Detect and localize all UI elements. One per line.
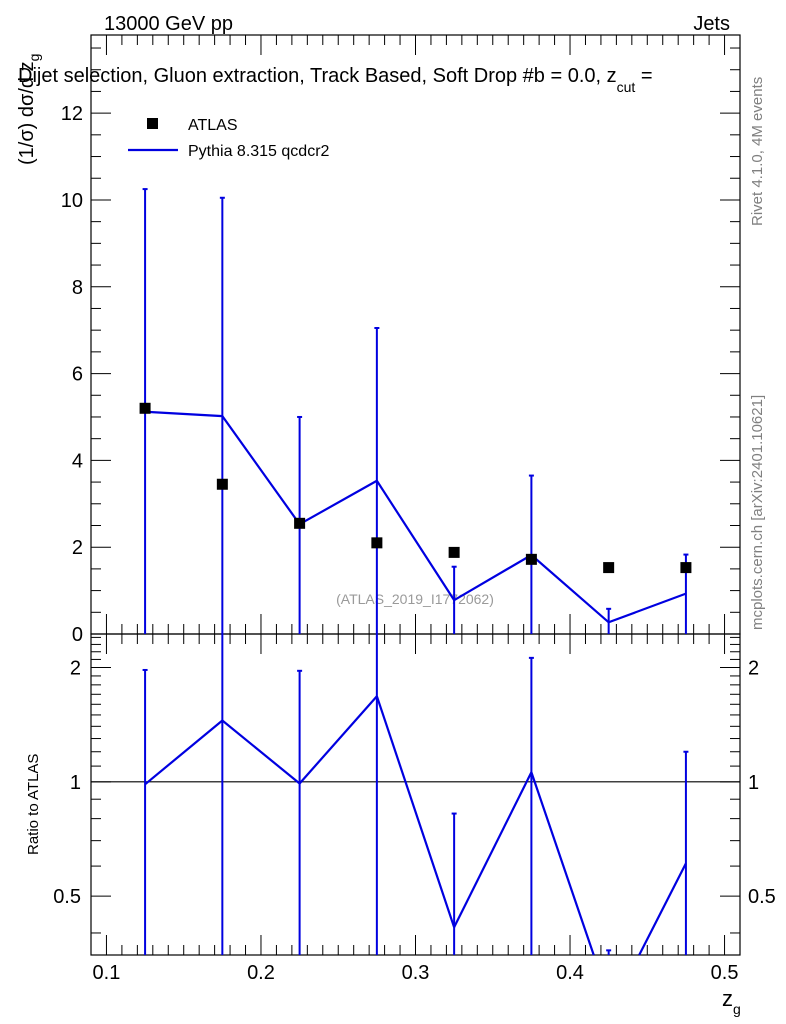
ratio-mc-line-segment (375, 695, 456, 928)
ratio-mc-line-segment (221, 719, 301, 785)
main-y-axis-label-sub: g (26, 54, 42, 62)
main-y-tick-label: 10 (61, 190, 83, 212)
main-y-tick-label: 8 (72, 277, 83, 299)
energy-label: 13000 GeV pp (104, 13, 233, 35)
ratio-y-tick-label-left: 1 (70, 772, 81, 794)
main-y-tick-label: 6 (72, 364, 83, 386)
ratio-y-tick-label-right: 2 (748, 657, 759, 679)
data-point (680, 562, 692, 574)
x-axis-label-sub: g (733, 1001, 741, 1017)
ratio-mc-line-segment (530, 771, 595, 956)
data-point (603, 562, 615, 574)
x-tick-label: 0.3 (402, 962, 430, 984)
x-tick-label: 0.2 (247, 962, 275, 984)
ratio-mc-line-group (144, 695, 687, 956)
plot-title-tail: = (635, 65, 652, 87)
main-mc-line-group (145, 410, 687, 624)
x-axis-label: zg (722, 986, 741, 1017)
ratio-y-ticks: 0.5 0.5 1 1 2 2 (53, 636, 776, 934)
mcplots-label: mcplots.cern.ch [arXiv:2401.10621] (749, 395, 766, 630)
x-ticks: 0.1 0.2 0.3 0.4 0.5 (90, 35, 741, 984)
legend-data-label: ATLAS (188, 117, 238, 134)
main-y-tick-label: 0 (72, 624, 83, 646)
ratio-y-axis-label: Ratio to ATLAS (25, 754, 42, 855)
rivet-label: Rivet 4.1.0, 4M events (749, 77, 766, 226)
ratio-y-tick-label-left: 0.5 (53, 886, 81, 908)
main-data-points (139, 402, 692, 574)
ratio-mc-line-segment (453, 771, 533, 928)
data-point (371, 537, 383, 549)
data-point (139, 402, 151, 414)
x-axis-label-text: z (722, 986, 733, 1011)
data-point (216, 478, 228, 490)
main-y-ticks: 0 2 4 6 8 10 12 (61, 47, 740, 646)
plot-title-main: Dijet selection, Gluon extraction, Track… (18, 65, 617, 87)
analysis-watermark: (ATLAS_2019_I1772062) (336, 591, 494, 607)
legend-data-marker (147, 118, 158, 129)
ratio-panel-frame (90, 633, 741, 956)
ratio-mc-line-segment (298, 695, 378, 785)
ratio-y-tick-label-right: 0.5 (748, 886, 776, 908)
plot-title: Dijet selection, Gluon extraction, Track… (18, 65, 653, 95)
plot-title-sub: cut (617, 79, 636, 95)
ratio-mc-line-segment (144, 719, 224, 786)
data-point (448, 546, 460, 558)
data-point (294, 517, 306, 529)
channel-label: Jets (693, 13, 730, 35)
main-y-axis-label: (1/σ) dσ/d zg (16, 54, 42, 165)
main-y-tick-label: 12 (61, 103, 83, 125)
legend-mc-label: Pythia 8.315 qcdcr2 (188, 143, 330, 160)
x-tick-label: 0.5 (711, 962, 739, 984)
ratio-mc-error-bars (142, 634, 689, 955)
ratio-mc-line-segment (638, 862, 687, 956)
main-y-tick-label: 4 (72, 450, 83, 472)
ratio-y-tick-label-right: 1 (748, 772, 759, 794)
x-tick-label: 0.4 (556, 962, 584, 984)
ratio-y-tick-label-left: 2 (70, 657, 81, 679)
data-point (525, 553, 537, 565)
main-y-axis-label-text: (1/σ) dσ/d z (16, 61, 38, 165)
main-y-tick-label: 2 (72, 537, 83, 559)
main-mc-line (145, 410, 687, 624)
x-tick-label: 0.1 (93, 962, 121, 984)
